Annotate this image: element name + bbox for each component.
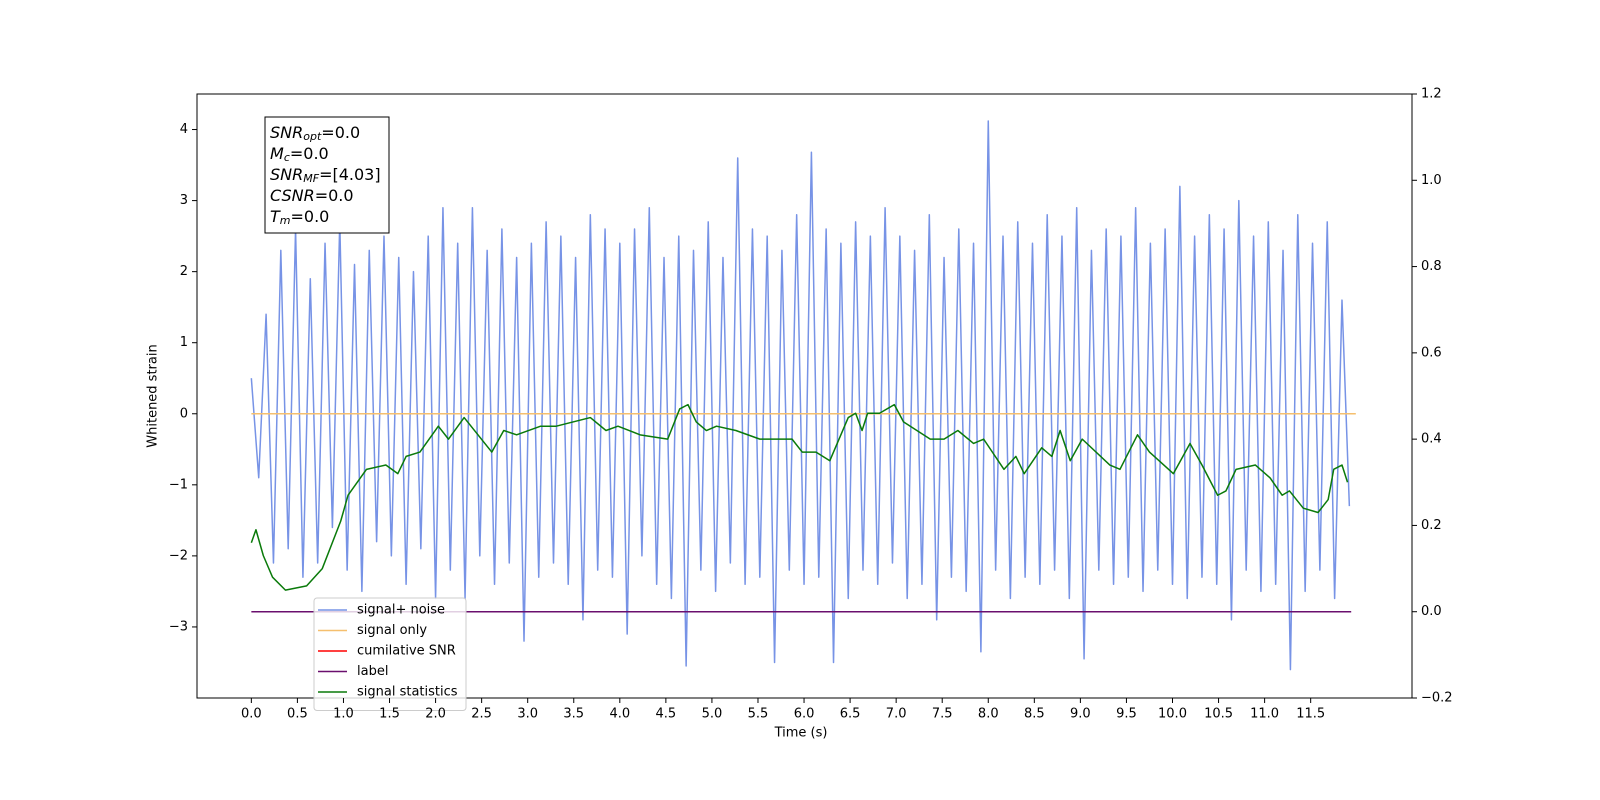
annotation-box: SNRopt=0.0Mc=0.0SNRMF=[4.03]CSNR=0.0Tm=0… (264, 116, 390, 234)
x-tick-label: 4.5 (656, 707, 677, 722)
annotation-line: SNRopt=0.0 (270, 123, 360, 144)
legend-label: label (357, 664, 388, 679)
legend-label: signal statistics (357, 685, 458, 700)
x-tick-label: 3.0 (517, 707, 538, 722)
annotation-value: =0.0 (290, 144, 329, 163)
annotation-subscript: c (284, 151, 290, 164)
y-tick-label: 0 (180, 406, 188, 421)
y2-tick-label: 0.0 (1421, 604, 1442, 619)
x-tick-label: 2.5 (471, 707, 492, 722)
y-tick-label: −1 (169, 477, 188, 492)
annotation-line: CSNR=0.0 (270, 186, 354, 205)
y2-tick-label: 1.2 (1421, 87, 1442, 102)
x-tick-label: 0.0 (241, 707, 262, 722)
y2-tick-label: 0.2 (1421, 518, 1442, 533)
annotation-value: =[4.03] (319, 165, 381, 184)
annotation-value: =0.0 (315, 186, 354, 205)
x-tick-label: 2.0 (425, 707, 446, 722)
x-tick-label: 11.0 (1250, 707, 1279, 722)
x-tick-label: 6.5 (840, 707, 861, 722)
legend-label: cumilative SNR (357, 644, 456, 659)
x-tick-label: 3.5 (563, 707, 584, 722)
series-line (250, 120, 1351, 671)
y2-tick-label: 0.4 (1421, 432, 1442, 447)
annotation-frame (264, 116, 390, 234)
y-tick-label: 4 (180, 122, 188, 137)
x-tick-label: 0.5 (287, 707, 308, 722)
plot-area (250, 120, 1356, 671)
annotation-value: =0.0 (321, 123, 360, 142)
x-axis-label: Time (s) (774, 726, 828, 741)
annotation-symbol: CSNR (270, 186, 315, 205)
y-axis-label: Whitened strain (146, 344, 161, 447)
annotation-symbol: M (270, 144, 284, 163)
x-tick-label: 5.5 (748, 707, 769, 722)
x-tick-label: 1.0 (333, 707, 354, 722)
y-tick-label: 2 (180, 264, 188, 279)
annotation-line: SNRMF=[4.03] (270, 165, 381, 186)
series-line (250, 403, 1349, 591)
x-tick-label: 4.0 (609, 707, 630, 722)
x-tick-label: 6.0 (794, 707, 815, 722)
y-tick-label: −2 (169, 548, 188, 563)
y-tick-label: −3 (169, 619, 188, 634)
annotation-subscript: MF (303, 172, 319, 185)
y2-tick-label: 0.8 (1421, 259, 1442, 274)
x-tick-label: 10.5 (1204, 707, 1233, 722)
x-tick-label: 7.0 (886, 707, 907, 722)
legend-label: signal only (357, 623, 427, 638)
x-tick-label: 8.5 (1024, 707, 1045, 722)
annotation-line: Tm=0.0 (270, 207, 329, 228)
annotation-symbol: T (270, 207, 281, 226)
y2-tick-label: 1.0 (1421, 173, 1442, 188)
y2-tick-label: 0.6 (1421, 345, 1442, 360)
annotation-line: Mc=0.0 (270, 144, 329, 165)
legend-label: signal+ noise (357, 603, 445, 618)
x-tick-label: 8.0 (978, 707, 999, 722)
x-tick-label: 11.5 (1296, 707, 1325, 722)
x-tick-label: 5.0 (702, 707, 723, 722)
x-tick-label: 1.5 (379, 707, 400, 722)
y-tick-label: 3 (180, 193, 188, 208)
legend: signal+ noise signal only cumilative SNR la… (313, 597, 467, 711)
annotation-value: =0.0 (291, 207, 330, 226)
y2-tick-label: −0.2 (1421, 691, 1453, 706)
annotation-symbol: SNR (270, 165, 303, 184)
annotation-subscript: m (280, 214, 291, 227)
y-tick-label: 1 (180, 335, 188, 350)
x-tick-label: 9.0 (1070, 707, 1091, 722)
x-tick-label: 9.5 (1116, 707, 1137, 722)
legend-frame (313, 597, 467, 711)
annotation-subscript: opt (303, 130, 322, 143)
x-tick-label: 10.0 (1158, 707, 1187, 722)
x-tick-label: 7.5 (932, 707, 953, 722)
annotation-symbol: SNR (270, 123, 303, 142)
